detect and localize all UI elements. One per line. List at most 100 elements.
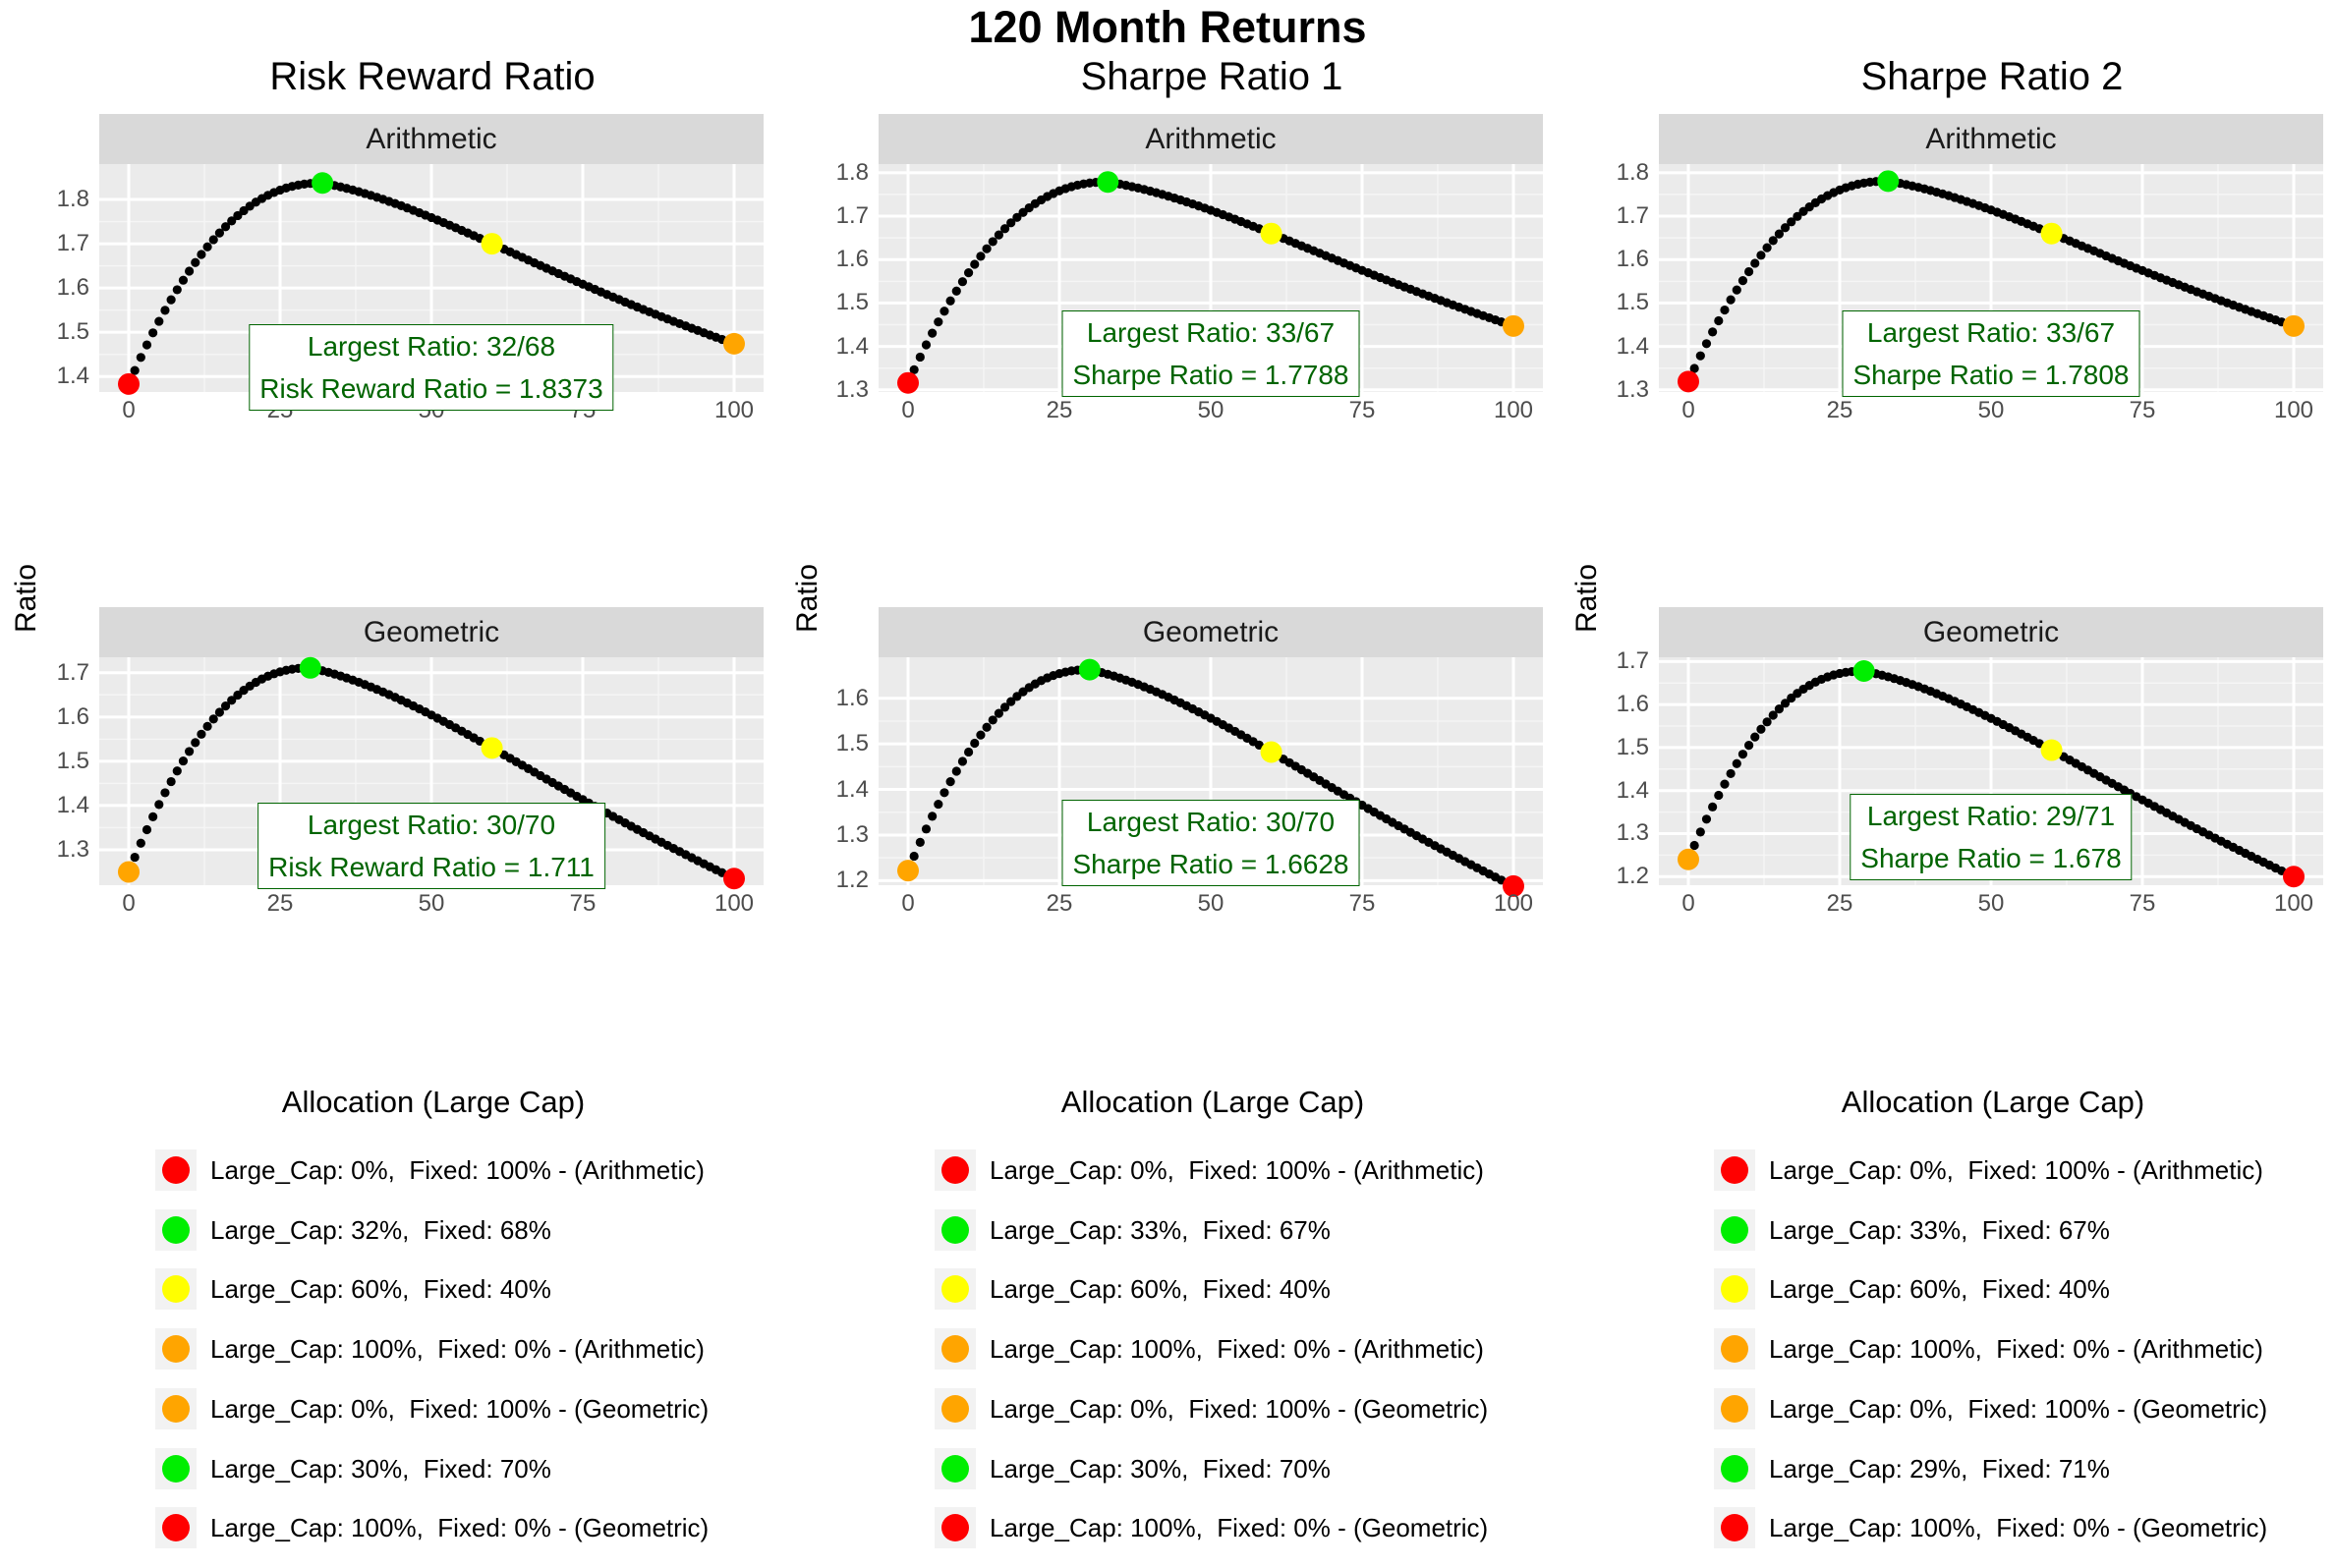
curve-point [1006,218,1016,228]
curve-point [227,696,237,705]
curve-point [1780,223,1791,233]
legend-dot-red [162,1514,190,1542]
y-tick-label: 1.8 [1616,158,1649,186]
legend-item: Large_Cap: 0%, Fixed: 100% - (Arithmetic… [1714,1146,2335,1195]
y-tick-label: 1.3 [835,375,869,403]
x-tick-label: 0 [122,890,136,917]
curve-point [951,286,961,296]
legend-item: Large_Cap: 60%, Fixed: 40% [1714,1264,2335,1314]
x-tick-label: 100 [713,890,755,917]
legend-dot-red [1721,1156,1748,1184]
x-tick-label: 75 [1348,397,1376,423]
curve-point [227,216,237,226]
curve-point [142,340,152,350]
curve-point [220,701,231,711]
curve-point [909,851,919,862]
legend-item: Large_Cap: 100%, Fixed: 0% - (Arithmetic… [155,1324,941,1373]
curve-point [142,824,152,835]
annotation-line2: Risk Reward Ratio = 1.8373 [259,372,603,404]
curve-point [1701,339,1712,349]
legend-item: Large_Cap: 0%, Fixed: 100% - (Geometric) [1714,1384,2335,1433]
curve-point [940,307,949,316]
curve-point [928,812,938,821]
curve-point [202,242,212,252]
column-title: Sharpe Ratio 2 [1860,55,2124,98]
largest-ratio-annotation: Largest Ratio: 29/71 Sharpe Ratio = 1.678 [1850,793,2133,880]
y-tick-label: 1.7 [1616,202,1649,230]
annotation-line1: Largest Ratio: 33/67 [1086,317,1336,349]
legend-key [935,1268,976,1311]
y-tick-label: 1.3 [56,835,89,863]
legend-label: Large_Cap: 60%, Fixed: 40% [210,1274,551,1305]
curve-point [1744,741,1754,751]
largest-ratio-annotation: Largest Ratio: 32/68 Risk Reward Ratio = … [249,323,614,411]
x-tick-label: 75 [2129,397,2156,423]
curve-point [130,852,140,863]
curve-point [982,244,992,253]
curve-point [1768,710,1778,720]
y-tick-label: 1.6 [1616,691,1649,718]
y-axis-label: Ratio [791,563,824,634]
legend-key [155,1447,197,1489]
curve-point [964,747,974,757]
curve-point [921,340,932,350]
highlight-point-green [1097,171,1119,194]
legend-label: Large_Cap: 33%, Fixed: 67% [1769,1214,2110,1245]
legend-dot-green [1721,1215,1748,1244]
curve-point [1762,243,1772,252]
legend-dot-yellow [1721,1275,1748,1304]
x-tick-label: 0 [901,397,915,423]
legend-key [935,1208,976,1251]
legend-label: Large_Cap: 32%, Fixed: 68% [210,1214,551,1245]
legend-label: Large_Cap: 60%, Fixed: 40% [1769,1274,2110,1305]
y-tick-label: 1.6 [1616,246,1649,273]
y-tick-label: 1.7 [835,202,869,230]
legend-key [1714,1268,1755,1311]
x-tick-label: 100 [713,397,755,423]
curve-point [214,707,224,717]
legend-key [155,1149,197,1191]
curve-point [1768,236,1778,246]
y-tick-label: 1.5 [1616,733,1649,760]
legend-item: Large_Cap: 100%, Fixed: 0% - (Arithmetic… [935,1324,1721,1373]
x-tick-label: 75 [2129,890,2156,917]
highlight-point-red [1678,370,1699,393]
y-axis-label: Ratio [10,563,42,634]
x-tick-label: 0 [122,397,136,423]
legend-dot-red [941,1514,969,1542]
legend-label: Large_Cap: 33%, Fixed: 67% [990,1214,1331,1245]
legend-label: Large_Cap: 60%, Fixed: 40% [990,1274,1331,1305]
x-tick-label: 0 [1681,890,1695,917]
legend-item: Large_Cap: 100%, Fixed: 0% - (Geometric) [935,1503,1721,1552]
curve-point [136,838,145,848]
y-tick-label: 1.3 [1616,375,1649,403]
highlight-point-green [312,172,334,195]
curve-point [197,729,206,739]
legend-dot-green [941,1454,969,1483]
legend-item: Large_Cap: 33%, Fixed: 67% [935,1205,1721,1255]
curve-point [154,800,164,810]
curve-point [172,285,182,295]
y-tick-label: 1.2 [835,867,869,894]
legend-key [935,1149,976,1191]
legend-key [935,1507,976,1549]
legend-item: Large_Cap: 100%, Fixed: 0% - (Geometric) [155,1503,941,1552]
x-tick-label: 100 [1493,397,1534,423]
legend-dot-green [162,1215,190,1244]
highlight-point-orange [897,860,919,882]
y-tick-label: 1.2 [1616,863,1649,890]
legend-label: Large_Cap: 100%, Fixed: 0% - (Geometric) [1769,1513,2268,1543]
curve-point [999,224,1010,234]
curve-point [185,747,195,756]
x-axis-label: Allocation (Large Cap) [1841,1085,2145,1119]
y-tick-label: 1.4 [56,791,89,818]
legend-item: Large_Cap: 30%, Fixed: 70% [935,1444,1721,1493]
legend-item: Large_Cap: 29%, Fixed: 71% [1714,1444,2335,1493]
curve-point [915,352,925,363]
curve-point [970,738,980,749]
highlight-point-green [299,656,321,679]
x-tick-label: 100 [2273,397,2314,423]
curve-point [1793,211,1802,221]
legend-label: Large_Cap: 100%, Fixed: 0% - (Arithmetic… [1769,1334,2263,1365]
highlight-point-orange [1678,848,1699,870]
